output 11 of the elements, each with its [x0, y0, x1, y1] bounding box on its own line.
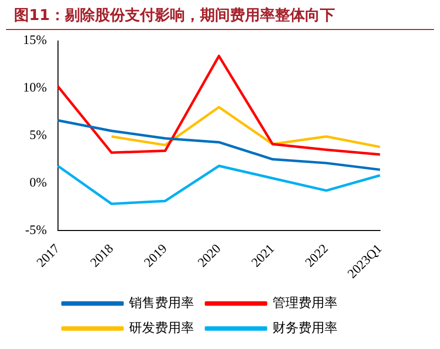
chart-title: 图11：剔除股份支付影响，期间费用率整体向下	[6, 0, 434, 30]
y-tick-label: 5%	[29, 126, 47, 142]
legend-label: 研发费用率	[129, 320, 194, 335]
legend-label: 管理费用率	[272, 294, 338, 310]
y-tick-label: -5%	[25, 222, 47, 237]
legend-label: 销售费用率	[128, 294, 194, 310]
y-tick-label: 0%	[29, 174, 47, 190]
y-tick-label: 10%	[22, 80, 47, 95]
y-tick-label: 15%	[22, 32, 47, 48]
legend-label: 财务费用率	[272, 320, 338, 335]
x-tick-label: 2021	[248, 240, 278, 270]
